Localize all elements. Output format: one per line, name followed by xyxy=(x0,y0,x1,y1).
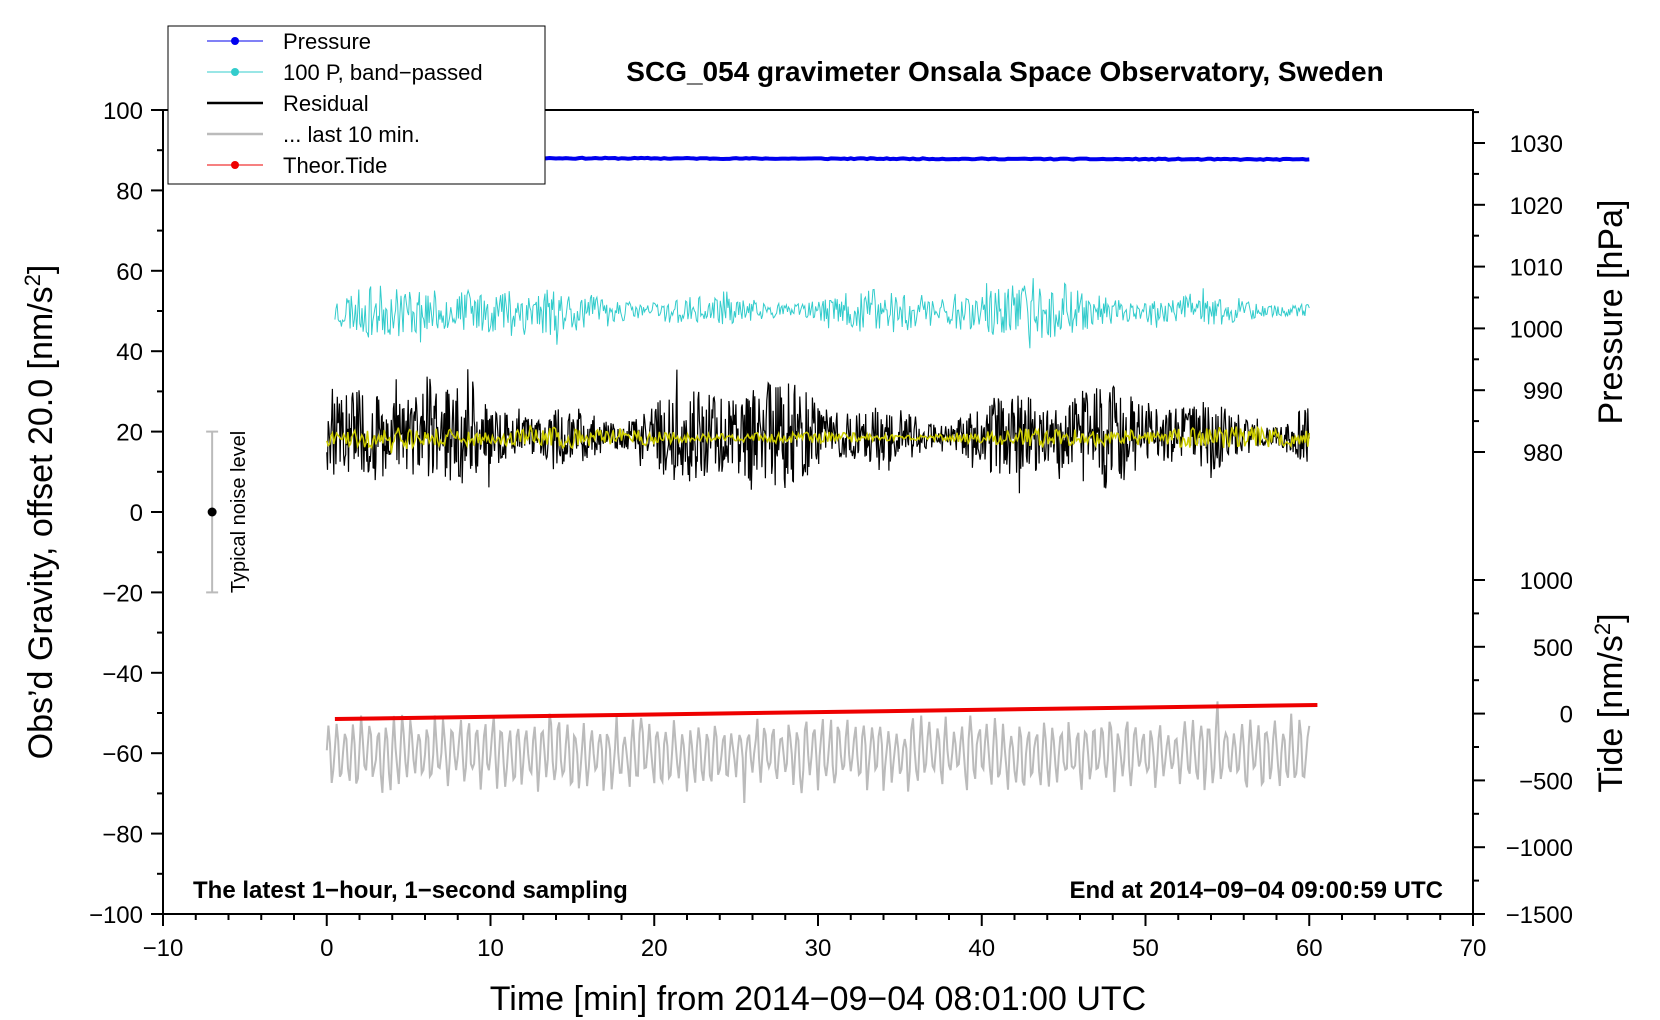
y-left-tick-label: −60 xyxy=(102,741,143,768)
y-left-tick-label: 0 xyxy=(130,500,143,527)
legend-label: ... last 10 min. xyxy=(283,122,420,147)
x-tick-label: 50 xyxy=(1132,935,1159,962)
legend-label: Pressure xyxy=(283,29,371,54)
series-residual-smoothed xyxy=(326,425,1311,454)
y-right-pressure-tick-label: 1010 xyxy=(1510,255,1563,282)
note-sampling: The latest 1−hour, 1−second sampling xyxy=(193,877,628,904)
y-right-pressure-tick-label: 1020 xyxy=(1510,193,1563,220)
legend-marker xyxy=(231,68,239,76)
y-right-tide-axis-title: Tide [nm/s2] xyxy=(1590,613,1630,792)
y-left-axis-title-sup: 2 xyxy=(20,274,45,286)
y-right-pressure-tick-label: 990 xyxy=(1523,378,1563,405)
series-residual xyxy=(326,369,1310,494)
noise-level-label: Typical noise level xyxy=(228,431,250,593)
y-right-tide-axis-title-sup: 2 xyxy=(1590,623,1615,635)
y-left-tick-label: 40 xyxy=(116,339,143,366)
y-left-tick-label: 20 xyxy=(116,420,143,447)
legend: Pressure 100 P, band−passed Residual ... la… xyxy=(167,25,546,185)
y-left-axis-title-main: Obs’d Gravity, offset 20.0 [nm/s xyxy=(22,286,60,759)
x-tick-label: 0 xyxy=(320,935,333,962)
y-right-tide-axis-title-main: Tide [nm/s xyxy=(1592,635,1630,792)
y-right-pressure-axis-ticks: 1030 1020 1010 1000 990 980 xyxy=(1473,111,1563,467)
legend-marker xyxy=(231,37,239,45)
y-left-tick-label: −20 xyxy=(102,580,143,607)
y-right-tide-tick-label: 500 xyxy=(1533,635,1573,662)
note-end-time: End at 2014−09−04 09:00:59 UTC xyxy=(1069,877,1443,904)
y-left-tick-label: 80 xyxy=(116,178,143,205)
noise-bar-center-dot xyxy=(207,507,217,517)
y-left-axis-title: Obs’d Gravity, offset 20.0 [nm/s2] xyxy=(20,265,60,760)
y-left-axis-title-close: ] xyxy=(22,265,60,274)
chart-title: SCG_054 gravimeter Onsala Space Observat… xyxy=(626,56,1383,87)
y-left-tick-label: 100 xyxy=(103,98,143,125)
x-tick-label: 40 xyxy=(968,935,995,962)
series-theor-tide xyxy=(334,703,1318,721)
noise-level-bar xyxy=(206,430,219,594)
x-tick-label: −10 xyxy=(143,935,184,962)
y-left-tick-label: 60 xyxy=(116,259,143,286)
x-tick-label: 70 xyxy=(1460,935,1487,962)
y-left-axis-ticks: 100 80 60 40 20 0 −20 −40 −60 −80 −100 xyxy=(89,98,163,929)
y-left-tick-label: −80 xyxy=(102,822,143,849)
y-right-tide-tick-label: −500 xyxy=(1519,768,1573,795)
x-tick-label: 10 xyxy=(477,935,504,962)
legend-label: Theor.Tide xyxy=(283,153,387,178)
y-right-tide-tick-label: 0 xyxy=(1560,702,1573,729)
y-right-pressure-tick-label: 980 xyxy=(1523,440,1563,467)
legend-box xyxy=(167,25,546,185)
y-right-pressure-axis-title: Pressure [hPa] xyxy=(1592,200,1630,425)
series-layer xyxy=(325,155,1318,804)
x-tick-label: 60 xyxy=(1296,935,1323,962)
legend-label: 100 P, band−passed xyxy=(283,60,483,85)
y-left-tick-label: −40 xyxy=(102,661,143,688)
y-right-tide-tick-label: −1500 xyxy=(1506,902,1573,929)
y-right-tide-tick-label: 1000 xyxy=(1520,568,1573,595)
x-axis-ticks: −10 0 10 20 30 40 50 60 70 xyxy=(143,914,1487,962)
y-right-tide-axis-ticks: 1000 500 0 −500 −1000 −1500 xyxy=(1473,568,1573,929)
series-last-10-min xyxy=(325,701,1311,804)
y-left-tick-label: −100 xyxy=(89,902,143,929)
series-band-passed xyxy=(334,278,1310,349)
legend-label: Residual xyxy=(283,91,369,116)
x-tick-label: 30 xyxy=(805,935,832,962)
y-right-tide-tick-label: −1000 xyxy=(1506,835,1573,862)
x-tick-label: 20 xyxy=(641,935,668,962)
x-axis-title: Time [min] from 2014−09−04 08:01:00 UTC xyxy=(490,980,1146,1018)
legend-marker xyxy=(231,161,239,169)
plot-frame xyxy=(162,109,1474,915)
y-right-pressure-tick-label: 1000 xyxy=(1510,316,1563,343)
y-right-pressure-tick-label: 1030 xyxy=(1510,131,1563,158)
y-right-tide-axis-title-close: ] xyxy=(1592,613,1630,622)
